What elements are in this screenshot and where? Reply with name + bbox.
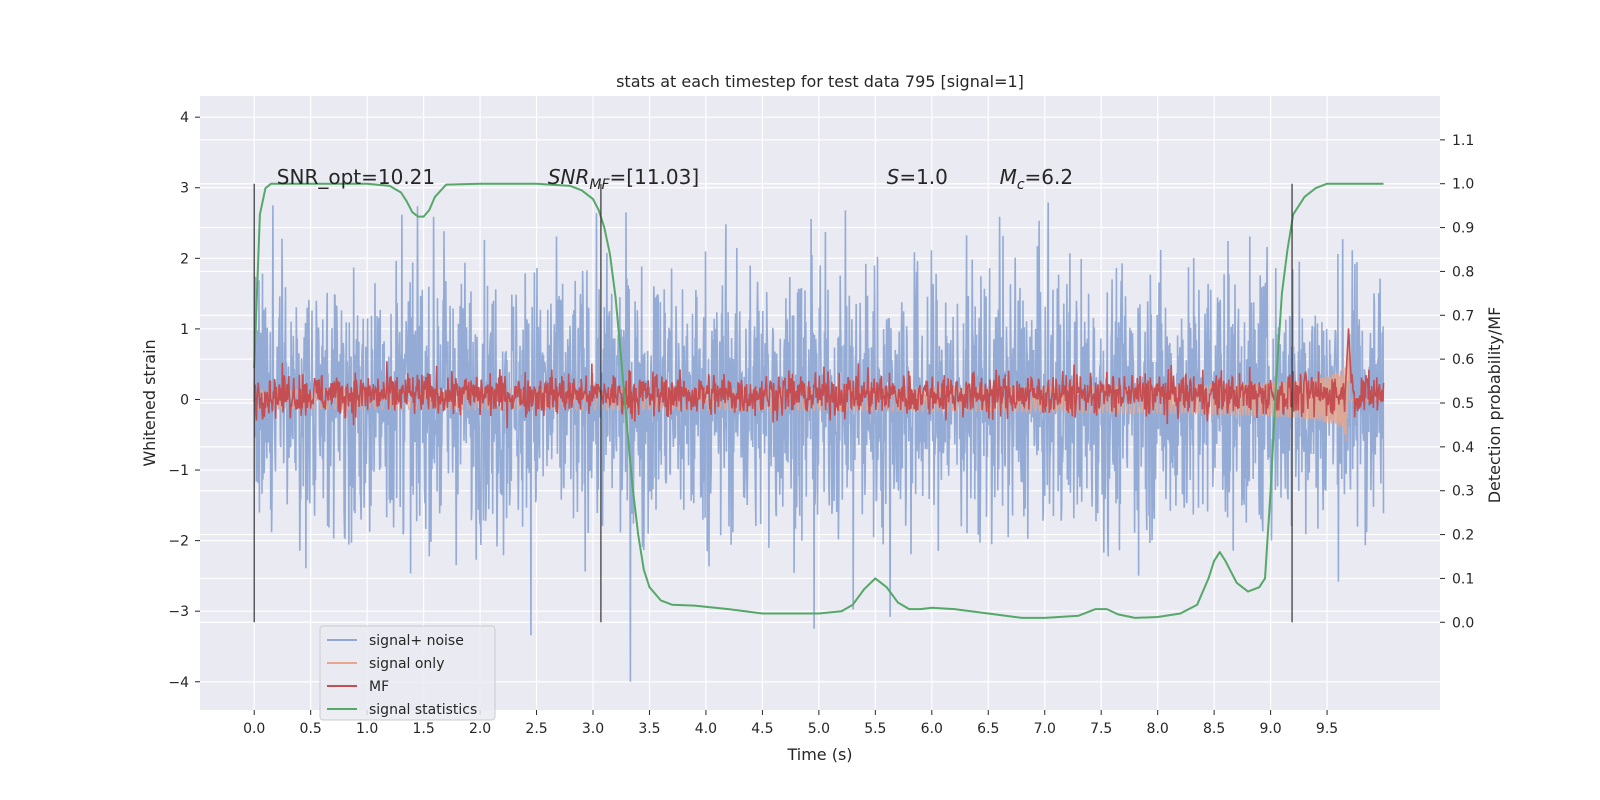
y2-tick-label: 0.1 xyxy=(1452,571,1474,587)
chart-title: stats at each timestep for test data 795… xyxy=(616,72,1024,91)
annotation: S=1.0 xyxy=(887,165,948,189)
x-tick-label: 1.0 xyxy=(356,721,378,737)
x-axis-label: Time (s) xyxy=(786,745,852,764)
series-line-signal-only xyxy=(253,343,1385,442)
y-tick-label: 4 xyxy=(180,110,189,126)
y2-tick-label: 1.0 xyxy=(1452,177,1474,193)
legend-label: signal only xyxy=(369,656,444,672)
legend-label: signal+ noise xyxy=(369,633,464,649)
y-tick-label: 0 xyxy=(180,392,189,408)
x-tick-label: 2.5 xyxy=(525,721,547,737)
x-tick-label: 5.0 xyxy=(808,721,830,737)
legend-label: MF xyxy=(369,679,389,695)
x-tick-label: 4.0 xyxy=(695,721,717,737)
x-tick-label: 0.0 xyxy=(243,721,265,737)
y-axis-ticks: −4 −3 −2 −1 0 1 2 3 4 xyxy=(168,110,200,691)
x-tick-label: 6.5 xyxy=(977,721,999,737)
x-tick-label: 3.5 xyxy=(638,721,660,737)
y2-tick-label: 0.3 xyxy=(1452,484,1474,500)
annotation: SNR_opt=10.21 xyxy=(277,165,435,189)
y2-tick-label: 0.8 xyxy=(1452,264,1474,280)
y2-axis-ticks: 0.0 0.1 0.2 0.3 0.4 0.5 0.6 0.7 0.8 0.9 1.0 1.1 xyxy=(1440,133,1474,631)
y-tick-label: 3 xyxy=(180,181,189,197)
x-tick-label: 1.5 xyxy=(412,721,434,737)
x-tick-label: 6.0 xyxy=(921,721,943,737)
x-tick-label: 7.0 xyxy=(1034,721,1056,737)
y2-tick-label: 0.5 xyxy=(1452,396,1474,412)
x-tick-label: 8.0 xyxy=(1147,721,1169,737)
y2-tick-label: 0.2 xyxy=(1452,528,1474,544)
x-tick-label: 7.5 xyxy=(1090,721,1112,737)
annotations: SNR_opt=10.21 SNRMF=[11.03] S=1.0 Mc=6.2 xyxy=(277,165,1073,193)
y-axis-label: Whitened strain xyxy=(140,339,159,466)
legend-box xyxy=(319,625,496,721)
y2-tick-label: 0.9 xyxy=(1452,221,1474,237)
legend-label: signal statistics xyxy=(369,702,477,718)
series-signal-only xyxy=(253,343,1385,442)
y2-tick-label: 0.4 xyxy=(1452,440,1474,456)
y-tick-label: −2 xyxy=(168,534,189,550)
y2-tick-label: 0.0 xyxy=(1452,615,1474,631)
y2-tick-label: 1.1 xyxy=(1452,133,1474,149)
series-line-signal-statistics xyxy=(253,182,1384,619)
x-tick-label: 5.5 xyxy=(864,721,886,737)
y-tick-label: 2 xyxy=(180,251,189,267)
y-tick-label: −4 xyxy=(168,675,189,691)
y-tick-label: 1 xyxy=(180,322,189,338)
x-tick-label: 3.0 xyxy=(582,721,604,737)
x-tick-label: 2.0 xyxy=(469,721,491,737)
y-tick-label: −1 xyxy=(168,463,189,479)
y-tick-label: −3 xyxy=(168,604,189,620)
annotation: Mc=6.2 xyxy=(1000,165,1074,193)
series-line-mf xyxy=(253,328,1385,429)
x-axis-ticks: 0.0 0.5 1.0 1.5 2.0 2.5 3.0 3.5 4.0 4.5 5.0 5.5 6.0 6… xyxy=(243,710,1338,737)
series-mf xyxy=(253,328,1385,429)
x-tick-label: 4.5 xyxy=(751,721,773,737)
vertical-markers xyxy=(253,183,1293,623)
x-tick-label: 0.5 xyxy=(300,721,322,737)
x-tick-label: 9.0 xyxy=(1259,721,1281,737)
y2-axis-label: Detection probability/MF xyxy=(1485,307,1504,504)
x-tick-label: 8.5 xyxy=(1203,721,1225,737)
annotation: SNRMF=[11.03] xyxy=(548,165,699,193)
y2-tick-label: 0.6 xyxy=(1452,352,1474,368)
x-tick-label: 9.5 xyxy=(1316,721,1338,737)
legend: signal+ noise signal only MF signal statist… xyxy=(319,625,496,721)
series-signal-statistics xyxy=(253,182,1384,619)
y2-tick-label: 0.7 xyxy=(1452,308,1474,324)
